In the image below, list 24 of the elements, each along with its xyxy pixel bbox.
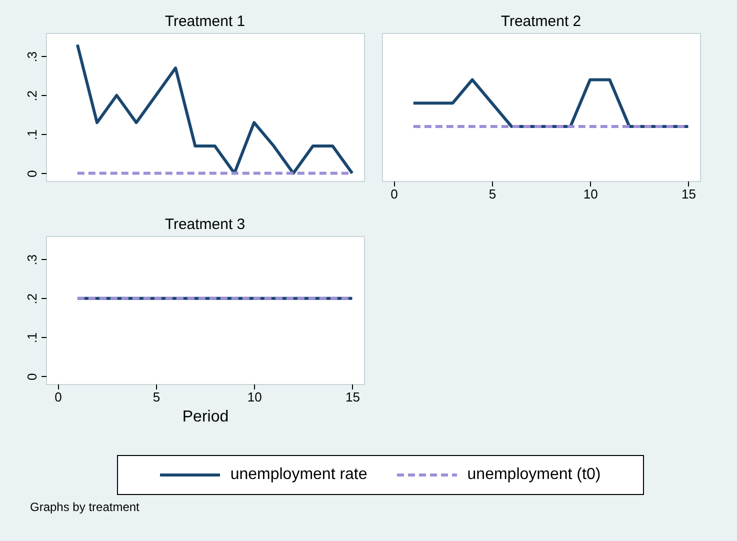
x-tick-label: 10: [247, 390, 262, 404]
y-tick-label: .2: [24, 293, 40, 304]
x-tick-label: 10: [583, 186, 598, 202]
chart-title: Treatment 3: [164, 216, 246, 233]
x-tick-label: 0: [54, 390, 62, 404]
y-tick-label: .3: [24, 254, 40, 266]
x-tick-label: 5: [152, 390, 160, 404]
legend-label: unemployment rate: [230, 466, 368, 484]
legend-label: unemployment (t0): [467, 466, 601, 484]
chart-title: Treatment 1: [164, 13, 246, 30]
text: Graphs by treatment: [30, 500, 140, 514]
line-series: [76, 43, 354, 175]
y-tick-label: .1: [24, 129, 40, 140]
y-tick-label: .1: [24, 332, 40, 344]
y-tick-label: 0: [24, 373, 40, 380]
chart-title: Treatment 2: [500, 13, 582, 30]
y-tick-label: .3: [24, 51, 40, 62]
x-axis-title: Period: [182, 408, 229, 426]
x-tick-label: 0: [390, 186, 398, 202]
x-tick-label: 15: [681, 186, 696, 202]
y-tick-label: .2: [24, 90, 40, 102]
x-tick-label: 5: [488, 186, 496, 202]
x-tick-label: 15: [345, 390, 360, 404]
y-tick-label: 0: [24, 170, 40, 178]
